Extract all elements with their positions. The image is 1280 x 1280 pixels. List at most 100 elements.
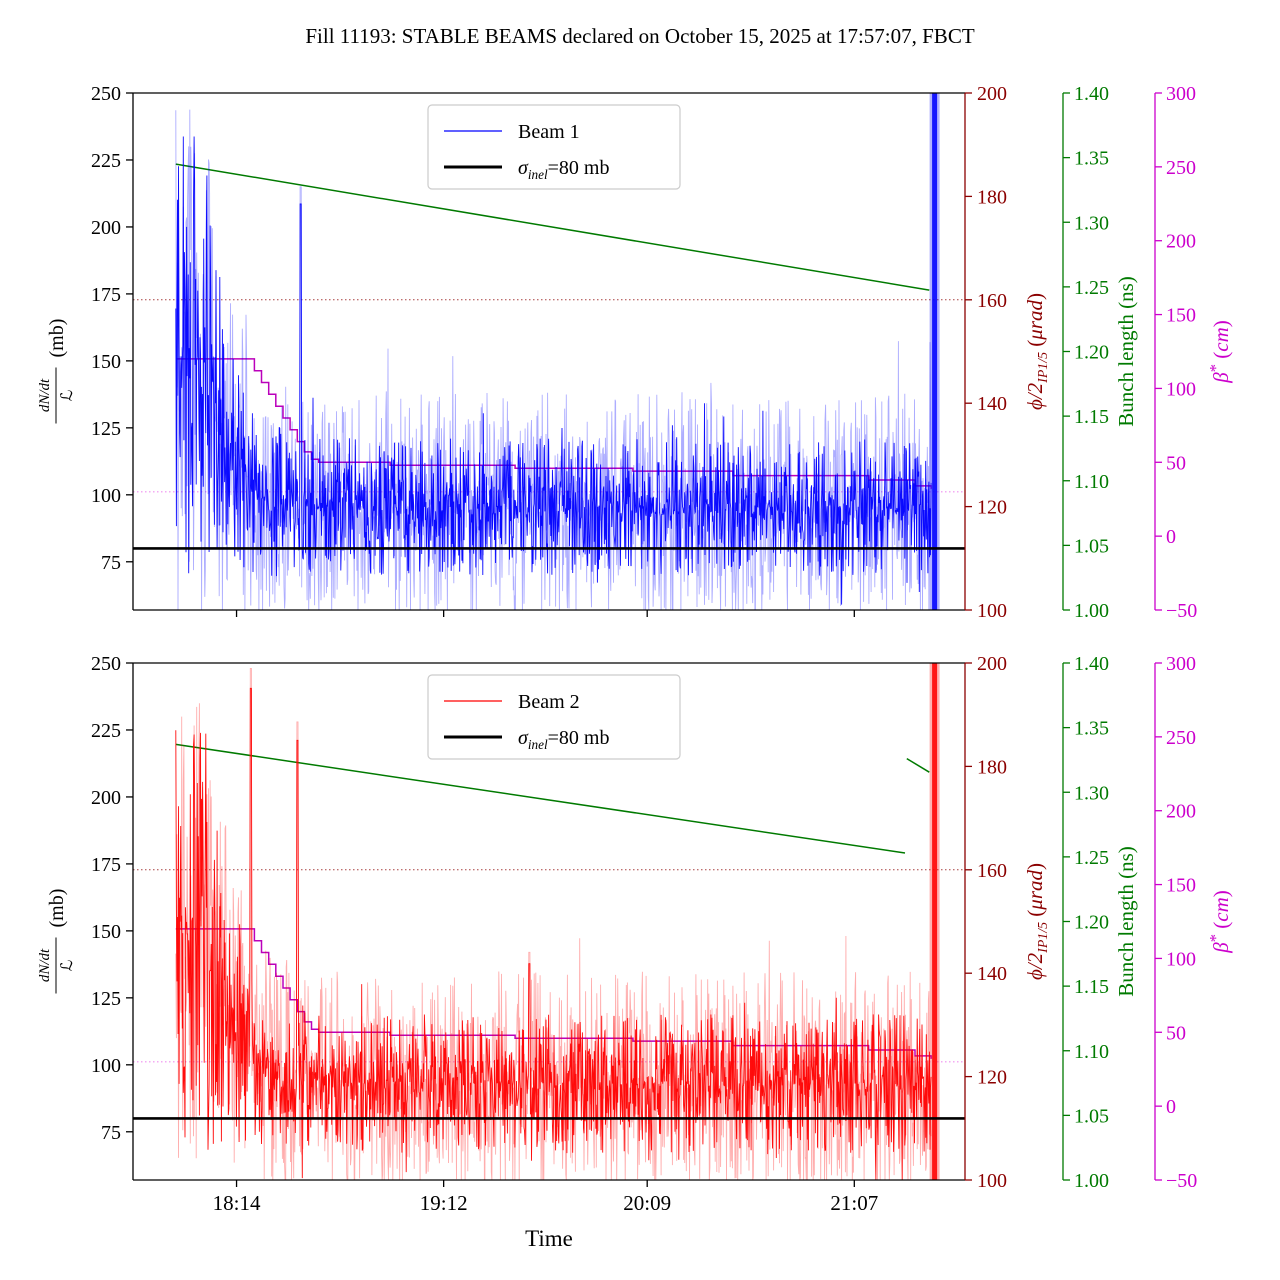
phi-axis-label: ϕ/2IP1/5 (μrad) — [1023, 293, 1051, 410]
tick-label: 75 — [101, 552, 121, 574]
tick-label: 200 — [1166, 801, 1196, 823]
tick-label: 21:07 — [830, 1191, 878, 1215]
tick-label: 1.00 — [1074, 600, 1109, 622]
tick-label: 200 — [977, 83, 1007, 105]
tick-label: 125 — [91, 418, 121, 440]
tick-label: −50 — [1166, 600, 1197, 622]
tick-label: 150 — [91, 351, 121, 373]
tick-label: 120 — [977, 1067, 1007, 1089]
tick-label: 100 — [977, 1170, 1007, 1192]
tick-label: 1.20 — [1074, 342, 1109, 364]
beta-star-axis-label: β* (cm) — [1206, 890, 1233, 954]
tick-label: 1.30 — [1074, 782, 1109, 804]
tick-label: 140 — [977, 393, 1007, 415]
beam-trace — [175, 136, 932, 605]
tick-label: 180 — [977, 756, 1007, 778]
tick-label: 50 — [1166, 452, 1186, 474]
tick-label: 180 — [977, 186, 1007, 208]
rate-unit: (mb) — [46, 889, 68, 928]
tick-label: 19:12 — [420, 1191, 468, 1215]
tick-label: 150 — [1166, 875, 1196, 897]
tick-label: 1.30 — [1074, 212, 1109, 234]
bunch-length-line — [175, 163, 930, 291]
tick-label: 1.05 — [1074, 1105, 1109, 1127]
beam-dump-band — [932, 93, 938, 610]
beta-star-axis-label: β* (cm) — [1206, 320, 1233, 384]
rate-fraction-denominator: ℒ — [59, 960, 76, 972]
tick-label: 225 — [91, 150, 121, 172]
tick-label: 1.15 — [1074, 976, 1109, 998]
phi-axis-label: ϕ/2IP1/5 (μrad) — [1023, 863, 1051, 980]
tick-label: 75 — [101, 1122, 121, 1144]
tick-label: 100 — [1166, 378, 1196, 400]
tick-label: 175 — [91, 854, 121, 876]
tick-label: 1.25 — [1074, 847, 1109, 869]
tick-label: 140 — [977, 963, 1007, 985]
tick-label: 175 — [91, 284, 121, 306]
tick-label: −50 — [1166, 1170, 1197, 1192]
tick-label: 1.20 — [1074, 912, 1109, 934]
tick-label: 100 — [91, 1055, 121, 1077]
tick-label: 1.15 — [1074, 406, 1109, 428]
tick-label: 250 — [91, 653, 121, 675]
bunch-length-axis-label: Bunch length (ns) — [1114, 846, 1138, 996]
legend: Beam 1 σinel=80 mb — [427, 104, 681, 190]
tick-label: 20:09 — [623, 1191, 671, 1215]
tick-label: 200 — [977, 653, 1007, 675]
tick-label: 1.05 — [1074, 535, 1109, 557]
tick-label: 1.40 — [1074, 83, 1109, 105]
tick-label: 225 — [91, 720, 121, 742]
beam-dump-band — [932, 663, 938, 1180]
rate-fraction-numerator: dN/dt — [37, 948, 53, 982]
tick-label: 100 — [91, 485, 121, 507]
bunch-length-line — [175, 743, 906, 854]
tick-label: 50 — [1166, 1022, 1186, 1044]
rate-fraction-numerator: dN/dt — [37, 378, 53, 412]
tick-label: 300 — [1166, 83, 1196, 105]
tick-label: 160 — [977, 860, 1007, 882]
tick-label: 125 — [91, 988, 121, 1010]
tick-label: 1.25 — [1074, 277, 1109, 299]
tick-label: 0 — [1166, 526, 1176, 548]
tick-label: 250 — [1166, 727, 1196, 749]
beam1-panel: 75 100 125 150 175 200 225 250 100 120 140 160 180 20… — [91, 83, 1197, 622]
tick-label: 250 — [91, 83, 121, 105]
tick-label: 200 — [91, 217, 121, 239]
left-axis-label: dN/dt ℒ (mb) — [37, 319, 76, 424]
x-axis-title: Time — [525, 1226, 573, 1251]
tick-label: 1.35 — [1074, 718, 1109, 740]
tick-label: 0 — [1166, 1096, 1176, 1118]
tick-label: 100 — [1166, 948, 1196, 970]
legend: Beam 2 σinel=80 mb — [427, 674, 681, 760]
legend-beam-label: Beam 1 — [518, 121, 580, 143]
tick-label: 1.40 — [1074, 653, 1109, 675]
tick-label: 250 — [1166, 157, 1196, 179]
tick-label: 150 — [1166, 305, 1196, 327]
legend-beam-label: Beam 2 — [518, 691, 580, 713]
tick-label: 200 — [91, 787, 121, 809]
beam2-panel: 75 100 125 150 175 200 225 250 18:14 19:12 20:09 21… — [91, 653, 1197, 1215]
tick-label: 100 — [977, 600, 1007, 622]
left-axis-label: dN/dt ℒ (mb) — [37, 889, 76, 994]
tick-label: 18:14 — [213, 1191, 261, 1215]
tick-label: 1.10 — [1074, 471, 1109, 493]
bunch-length-line — [906, 757, 930, 773]
tick-label: 120 — [977, 497, 1007, 519]
legend-sigma-label: σinel=80 mb — [518, 157, 610, 182]
tick-label: 300 — [1166, 653, 1196, 675]
tick-label: 1.00 — [1074, 1170, 1109, 1192]
rate-unit: (mb) — [46, 319, 68, 358]
figure-title: Fill 11193: STABLE BEAMS declared on Oct… — [305, 24, 975, 48]
tick-label: 1.35 — [1074, 148, 1109, 170]
tick-label: 200 — [1166, 231, 1196, 253]
tick-label: 1.10 — [1074, 1041, 1109, 1063]
beam-trace — [175, 687, 932, 1181]
tick-label: 150 — [91, 921, 121, 943]
tick-label: 160 — [977, 290, 1007, 312]
rate-fraction-denominator: ℒ — [59, 390, 76, 402]
bunch-length-axis-label: Bunch length (ns) — [1114, 276, 1138, 426]
beta-star-line — [175, 358, 932, 489]
legend-sigma-label: σinel=80 mb — [518, 727, 610, 752]
